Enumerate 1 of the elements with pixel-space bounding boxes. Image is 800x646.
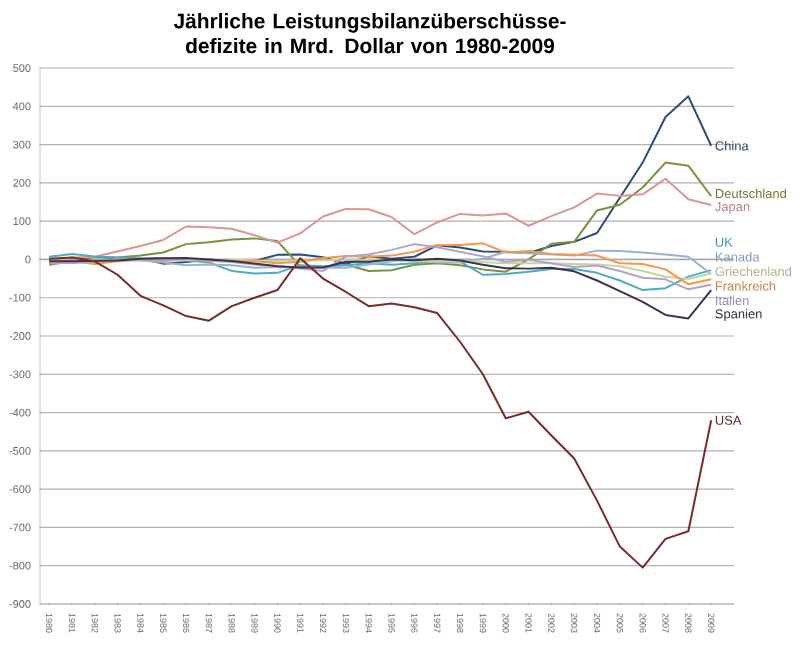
- chart-title: Jährliche Leistungsbilanzüberschüsse- defizite in Mrd. Dollar von 1980-2009: [173, 13, 566, 54]
